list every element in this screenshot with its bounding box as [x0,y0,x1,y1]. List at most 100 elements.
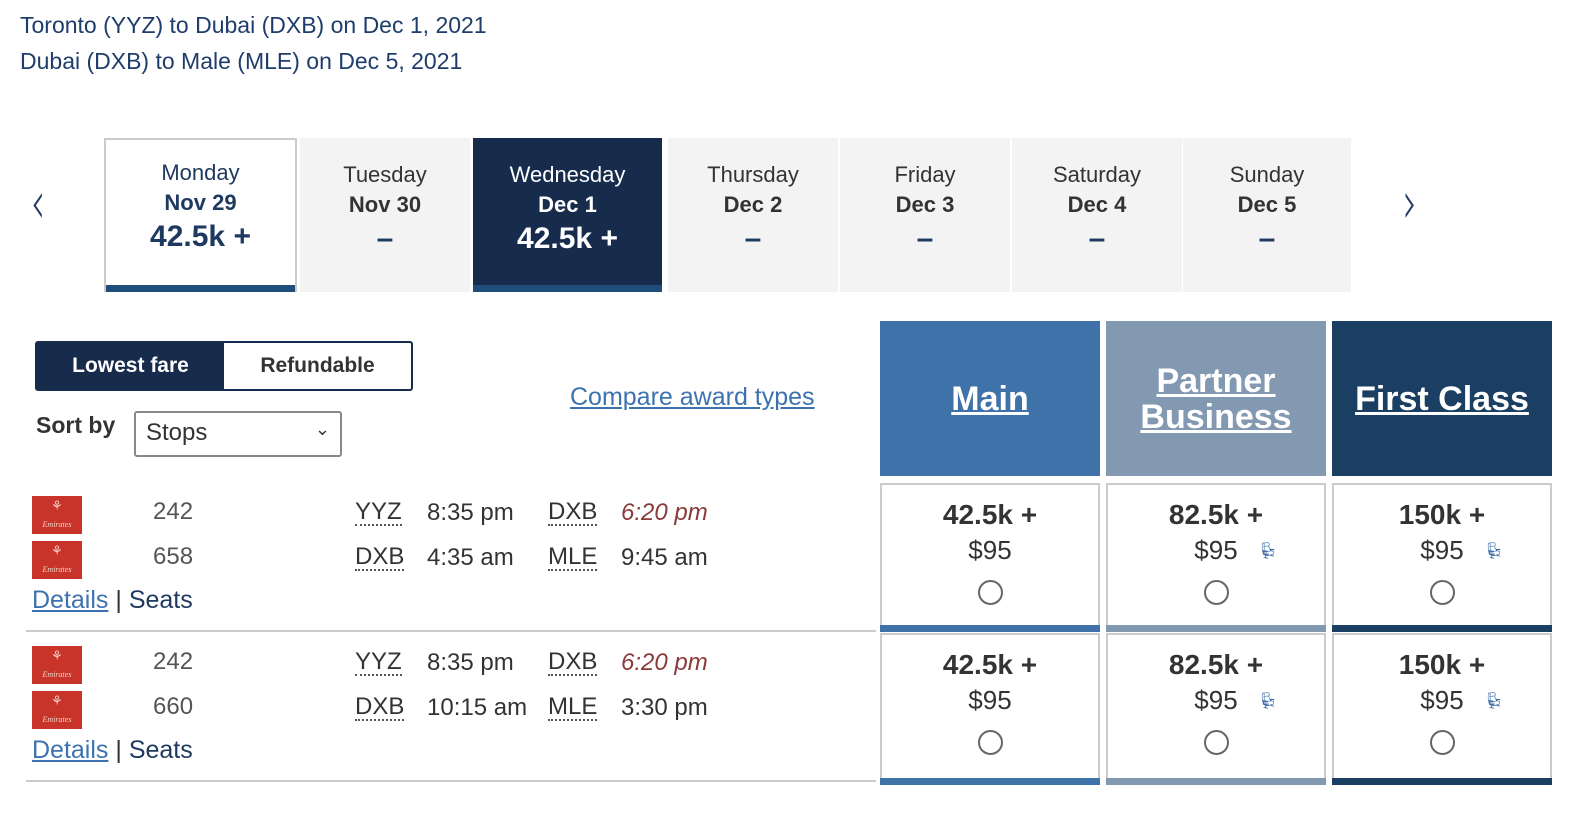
date-price: – [1088,222,1106,255]
emirates-logo: ⚘︎ Emirates [32,691,82,729]
fare-radio[interactable] [1429,580,1455,605]
fare-color-bar [1332,778,1552,785]
fare-cash: $95 [968,685,1012,715]
fare-option[interactable]: 82.5k + $95 💺︎ [1106,483,1326,632]
fare-cash: $95 [1194,685,1238,715]
seats-link[interactable]: Seats [128,586,193,614]
date-day: Sunday [1229,162,1305,187]
date-date: Dec 4 [1067,192,1127,217]
airline-name: Emirates [42,565,72,574]
flight-number: 242 [153,498,194,525]
date-date: Nov 29 [164,190,237,215]
refundable-button[interactable]: Refundable [260,354,375,377]
fare-radio[interactable] [1203,580,1229,605]
date-tile[interactable]: Sunday Dec 5 – [1183,138,1353,292]
date-tile[interactable]: Friday Dec 3 – [840,138,1012,292]
fare-class-header[interactable]: Main [880,321,1100,476]
seat-icon: 💺︎ [1258,693,1279,710]
fare-points: 42.5k + [942,499,1038,530]
fare-cash: $95 [1420,535,1464,565]
sort-select[interactable]: Stops ⌄ [134,411,342,457]
emirates-emblem-icon: ⚘︎ [51,693,63,708]
fare-points: 42.5k + [942,649,1038,680]
date-price: – [376,222,394,255]
destination-airport[interactable]: DXB [548,498,598,526]
link-separator: | [115,736,122,764]
arrival-time: 6:20 pm [621,649,708,676]
details-link[interactable]: Details [32,736,109,764]
lowest-fare-button[interactable]: Lowest fare [37,343,224,389]
fare-option[interactable]: 150k + $95 💺︎ [1332,483,1552,632]
date-price: – [744,222,762,255]
date-indicator [473,285,662,292]
destination-airport[interactable]: MLE [548,543,598,571]
destination-airport[interactable]: MLE [548,693,598,721]
fare-radio[interactable] [977,730,1003,755]
flight-links: Details | Seats [32,586,193,615]
date-price: – [916,222,934,255]
fare-cash: $95 [1420,685,1464,715]
date-tile[interactable]: Monday Nov 29 42.5k + [104,138,297,292]
date-day: Wednesday [509,162,626,187]
sort-label: Sort by [36,412,116,438]
flight-number: 658 [153,543,194,570]
date-day: Monday [161,160,240,185]
fare-color-bar [880,625,1100,632]
fare-option[interactable]: 82.5k + $95 💺︎ [1106,633,1326,785]
fare-radio[interactable] [977,580,1003,605]
emirates-logo: ⚘︎ Emirates [32,541,82,579]
fare-color-bar [1106,778,1326,785]
date-date: Dec 3 [895,192,955,217]
flight-number: 242 [153,648,194,675]
date-day: Saturday [1052,162,1142,187]
airline-name: Emirates [42,715,72,724]
fare-points: 150k + [1398,499,1486,530]
next-week-arrow-icon[interactable]: › [1402,168,1418,238]
departure-time: 10:15 am [427,694,528,721]
fare-color-bar [1106,625,1326,632]
fare-class-header[interactable]: First Class [1332,321,1552,476]
fare-option[interactable]: 150k + $95 💺︎ [1332,633,1552,785]
date-tile[interactable]: Wednesday Dec 1 42.5k + [473,138,664,292]
origin-airport[interactable]: DXB [355,543,405,571]
seat-icon: 💺︎ [1484,693,1505,710]
emirates-logo: ⚘︎ Emirates [32,646,82,684]
compare-award-types-link[interactable]: Compare award types [570,383,815,411]
origin-airport[interactable]: YYZ [355,648,402,676]
arrival-time: 6:20 pm [621,499,708,526]
details-link[interactable]: Details [32,586,109,614]
fare-type-toggle: Lowest fare Refundable [35,341,413,391]
date-day: Friday [894,162,956,187]
fare-radio[interactable] [1429,730,1455,755]
route-line-1: Toronto (YYZ) to Dubai (DXB) on Dec 1, 2… [20,12,487,38]
seat-icon: 💺︎ [1484,543,1505,560]
airline-name: Emirates [42,520,72,529]
prev-week-arrow-icon[interactable]: ‹ [30,168,46,238]
arrival-time: 9:45 am [621,544,708,571]
row-divider [26,780,876,782]
date-tile[interactable]: Saturday Dec 4 – [1012,138,1184,292]
fare-cash: $95 [1194,535,1238,565]
fare-points: 82.5k + [1168,499,1264,530]
fare-option[interactable]: 42.5k + $95 [880,633,1100,785]
date-day: Thursday [707,162,799,187]
destination-airport[interactable]: DXB [548,648,598,676]
date-tile[interactable]: Tuesday Nov 30 – [300,138,472,292]
chevron-down-icon: ⌄ [314,419,330,439]
fare-class-header[interactable]: Partner Business [1106,321,1326,476]
date-price: 42.5k + [150,220,251,253]
arrival-time: 3:30 pm [621,694,708,721]
fare-radio[interactable] [1203,730,1229,755]
origin-airport[interactable]: DXB [355,693,405,721]
date-date: Nov 30 [348,192,422,217]
fare-points: 150k + [1398,649,1486,680]
seats-link[interactable]: Seats [128,736,193,764]
date-tile[interactable]: Thursday Dec 2 – [668,138,840,292]
fare-option[interactable]: 42.5k + $95 [880,483,1100,632]
flight-number: 660 [153,693,194,720]
sort-value: Stops [146,419,208,446]
date-date: Dec 2 [723,192,783,217]
fare-cash: $95 [968,535,1012,565]
origin-airport[interactable]: YYZ [355,498,402,526]
emirates-emblem-icon: ⚘︎ [51,648,63,663]
